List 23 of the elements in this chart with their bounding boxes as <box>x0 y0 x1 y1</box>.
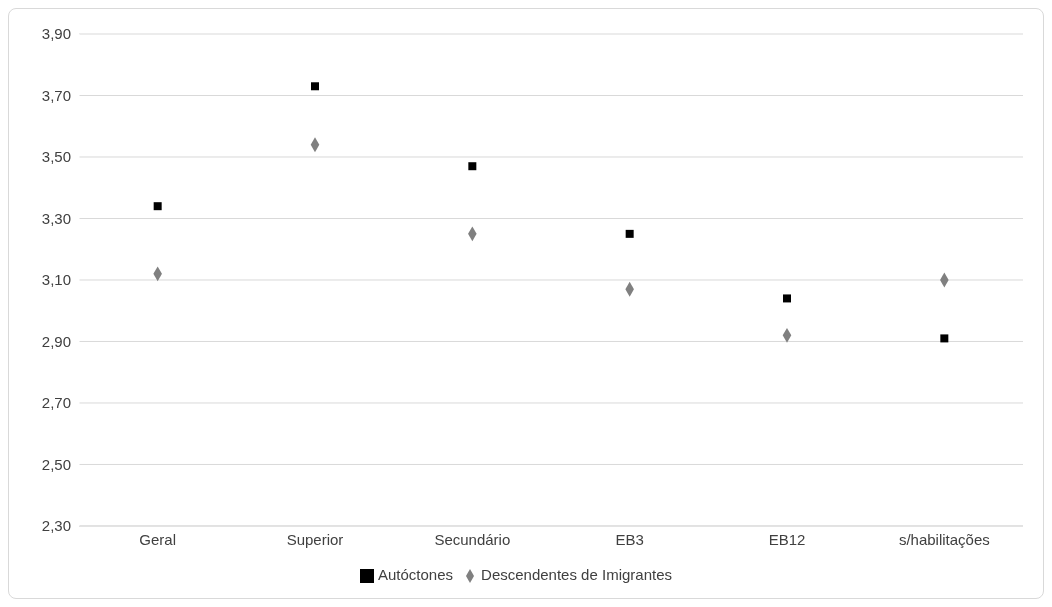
y-tick-label: 3,10 <box>41 271 71 289</box>
x-tick-label: Superior <box>286 530 344 548</box>
point <box>940 334 949 343</box>
point <box>625 229 634 238</box>
y-tick-label: 3,70 <box>41 86 71 104</box>
point <box>468 162 477 171</box>
point <box>783 294 791 303</box>
legend-label: Descendentes de Imigrantes <box>481 565 672 583</box>
y-tick-label: 2,90 <box>41 332 71 350</box>
x-tick-label: EB3 <box>615 530 644 548</box>
x-tick-label: Geral <box>139 530 177 548</box>
y-tick-label: 2,30 <box>41 517 71 535</box>
point <box>153 202 162 211</box>
x-tick-label: Secundário <box>434 530 511 548</box>
y-tick-label: 3,50 <box>41 148 71 166</box>
x-tick-label: EB12 <box>768 530 806 548</box>
y-tick-label: 2,50 <box>41 455 71 473</box>
point <box>311 82 319 91</box>
legend-label: Autóctones <box>377 565 454 583</box>
x-tick-label: s/habilitações <box>898 530 990 548</box>
y-tick-label: 2,70 <box>41 394 71 412</box>
y-tick-label: 3,30 <box>41 209 71 227</box>
y-tick-label: 3,90 <box>41 25 71 43</box>
